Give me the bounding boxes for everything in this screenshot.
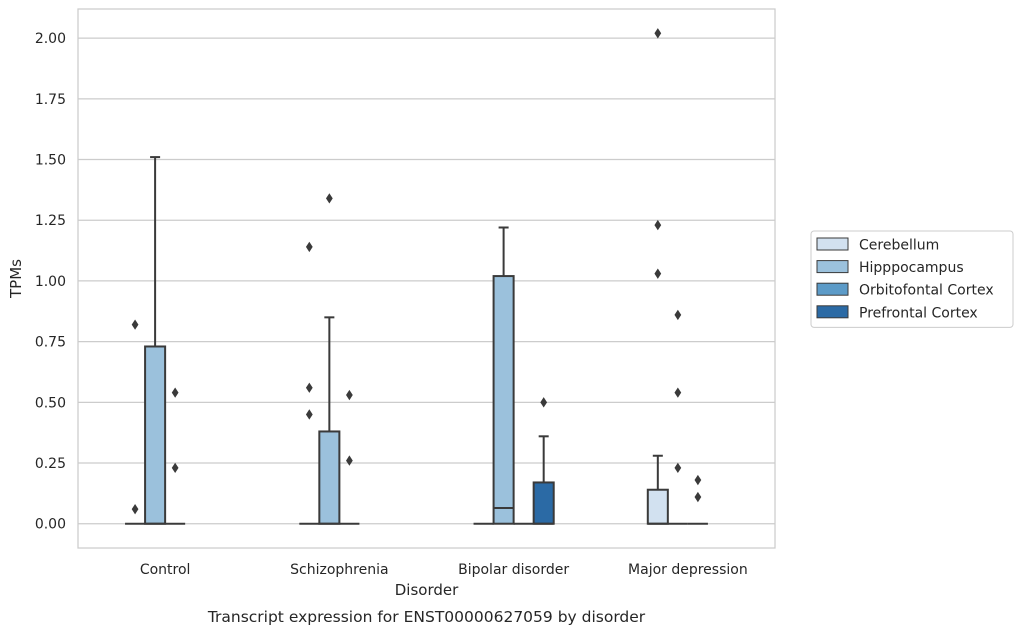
y-tick-label: 1.50 xyxy=(35,153,66,169)
outlier-point xyxy=(654,268,662,279)
chart-caption: Transcript expression for ENST0000062705… xyxy=(207,608,646,626)
x-tick-label: Bipolar disorder xyxy=(458,562,569,578)
outlier-point xyxy=(305,382,313,393)
outlier-point xyxy=(540,397,548,408)
box-hipppocampus xyxy=(318,193,341,525)
x-tick-label: Schizophrenia xyxy=(290,562,388,578)
outlier-point xyxy=(171,387,179,398)
y-tick-label: 0.50 xyxy=(35,395,66,411)
legend-swatch xyxy=(816,282,849,296)
y-tick-label: 0.25 xyxy=(35,456,66,472)
outlier-point xyxy=(131,503,139,515)
box-orbitofontal-cortex xyxy=(339,389,360,525)
box-cerebellum xyxy=(299,241,320,525)
y-tick-label: 1.75 xyxy=(35,92,66,108)
outlier-point xyxy=(325,193,333,204)
plot-area-frame xyxy=(77,8,776,549)
x-tick-label: Control xyxy=(140,562,191,578)
box-cerebellum xyxy=(125,319,146,525)
y-tick-label: 0.75 xyxy=(35,335,66,351)
legend-swatch xyxy=(816,305,849,319)
x-axis-ticks: Control Schizophrenia Bipolar disorder Majo… xyxy=(140,562,748,578)
legend-label: Hipppocampus xyxy=(859,260,964,276)
box-iqr xyxy=(318,430,341,525)
outlier-point xyxy=(305,409,313,420)
outlier-point xyxy=(305,241,313,253)
outlier-point xyxy=(694,474,702,486)
legend-swatch xyxy=(816,237,849,251)
box-iqr xyxy=(532,481,555,525)
outlier-point xyxy=(346,455,353,466)
outlier-point xyxy=(694,491,702,503)
y-tick-label: 1.25 xyxy=(35,213,66,229)
outlier-point xyxy=(674,462,682,474)
y-tick-label: 1.00 xyxy=(35,274,66,290)
y-tick-label: 0.00 xyxy=(35,517,66,533)
gridlines xyxy=(78,37,775,525)
y-tick-label: 2.00 xyxy=(35,31,66,47)
box-plot-marks xyxy=(125,28,708,525)
box-prefrontal-cortex xyxy=(532,397,555,525)
box-iqr xyxy=(144,345,167,525)
box-cerebellum xyxy=(646,28,669,525)
legend-label: Orbitofontal Cortex xyxy=(859,283,994,299)
y-axis-ticks: 0.00 0.25 0.50 0.75 1.00 1.25 1.50 1.75 2.00 xyxy=(35,31,66,533)
box-hipppocampus xyxy=(144,156,167,525)
outlier-point xyxy=(654,219,662,231)
box-hipppocampus xyxy=(492,226,515,525)
outlier-point xyxy=(674,387,682,398)
box-orbitofontal-cortex xyxy=(165,387,186,525)
legend-label: Cerebellum xyxy=(859,238,939,254)
box-iqr xyxy=(492,275,515,525)
x-axis-label: Disorder xyxy=(395,581,459,599)
outlier-point xyxy=(674,309,682,321)
outlier-point xyxy=(171,462,179,474)
y-axis-label: TPMs xyxy=(7,259,25,299)
box-orbitofontal-cortex xyxy=(687,474,708,525)
box-hipppocampus xyxy=(667,309,688,525)
outlier-point xyxy=(654,28,662,39)
box-iqr xyxy=(646,488,669,525)
outlier-point xyxy=(131,319,139,330)
x-tick-label: Major depression xyxy=(628,562,748,578)
legend-frame xyxy=(810,230,1014,328)
legend-swatch xyxy=(816,260,849,274)
legend: Cerebellum Hipppocampus Orbitofontal Corte… xyxy=(810,230,1014,328)
outlier-point xyxy=(346,389,353,401)
legend-label: Prefrontal Cortex xyxy=(859,305,978,321)
